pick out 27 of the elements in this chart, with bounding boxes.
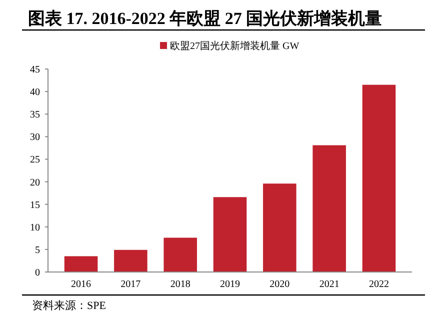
- x-tick-label: 2021: [319, 279, 340, 290]
- x-tick-label: 2016: [71, 279, 92, 290]
- bar: [164, 238, 197, 272]
- bar: [362, 84, 396, 272]
- y-tick-label: 45: [30, 64, 40, 76]
- x-tick-label: 2022: [368, 279, 389, 290]
- bar: [213, 197, 247, 272]
- y-tick-label: 35: [30, 110, 40, 121]
- y-tick-label: 15: [30, 200, 40, 211]
- x-tick-label: 2017: [120, 279, 141, 290]
- text: 资料来源：SPE: [32, 299, 106, 312]
- x-tick-label: 2020: [270, 279, 290, 290]
- bar: [114, 250, 148, 272]
- bar: [263, 184, 296, 272]
- bar: [312, 145, 346, 272]
- y-tick-label: 25: [30, 154, 40, 166]
- chart-title: 图表 17. 2016-2022 年欧盟 27 国光伏新增装机量: [28, 9, 382, 28]
- y-tick-label: 5: [35, 244, 40, 256]
- y-tick-label: 40: [30, 87, 40, 98]
- y-tick-label: 20: [30, 177, 40, 188]
- x-tick-label: 2018: [170, 279, 190, 290]
- y-tick-label: 10: [30, 222, 40, 234]
- y-tick-label: 0: [35, 268, 40, 278]
- legend-label: 欧盟27国光伏新增装机量 GW: [170, 40, 300, 52]
- bar: [64, 256, 98, 272]
- x-tick-label: 2019: [220, 279, 240, 290]
- y-tick-label: 30: [30, 132, 40, 144]
